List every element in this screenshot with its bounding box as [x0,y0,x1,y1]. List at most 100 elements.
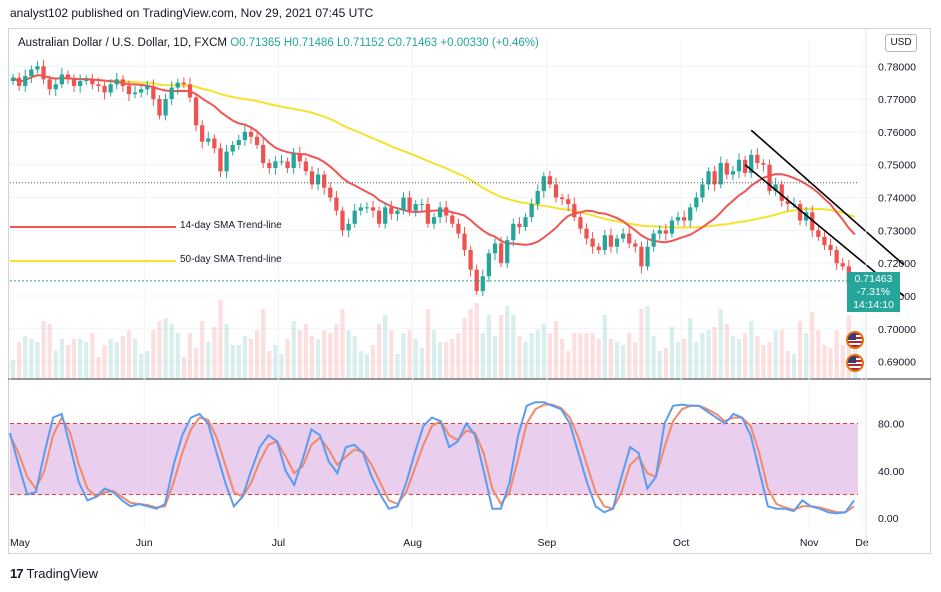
footer-brand-label: TradingView [26,566,99,581]
candle-body [810,212,815,231]
us-flag-icon[interactable] [846,331,864,349]
candle-body [187,84,193,98]
volume-bar [553,321,559,378]
volume-bar [419,348,424,378]
candle-body [828,245,833,251]
candle-body [132,92,138,95]
volume-bar [498,315,504,378]
volume-bar [596,339,601,378]
volume-bar [517,336,522,378]
candle-body [517,223,522,228]
candle-body [755,154,760,164]
volume-bar [108,339,113,378]
candle-body [633,243,638,247]
volume-bar [590,333,595,378]
candle-body [236,140,241,146]
candle-body [627,233,632,244]
candle-body [114,79,119,85]
candle-body [559,197,565,200]
volume-bar [480,333,485,378]
volume-bar [303,324,309,378]
volume-bar [572,333,577,378]
volume-bar [53,351,58,378]
volume-bar [315,339,321,378]
volume-bar [90,333,95,378]
candle-body [657,230,662,234]
candle-body [663,230,668,234]
candle-body [450,215,455,224]
candle-body [639,246,644,267]
candle-body [437,207,443,218]
tradingview-logo-icon: 17 [10,566,24,581]
stoch-d-line [9,403,855,514]
candle-body [413,204,418,211]
volume-bar [578,333,583,378]
volume-bar [254,330,260,378]
volume-bar [541,324,546,378]
volume-bar [566,351,571,378]
candle-body [285,161,290,168]
candle-body [804,212,809,221]
candle-body [261,145,266,164]
candle-body [474,269,479,292]
candle-body [102,85,107,93]
volume-bar [23,336,28,378]
candle-body [200,125,205,142]
volume-bar [230,345,235,378]
volume-bar [389,330,394,378]
stoch-tick-label: 40.00 [878,466,904,478]
legend-low: L0.71152 [336,37,385,49]
candle-body [169,87,174,100]
volume-bar [401,333,406,378]
candle-body [688,207,693,221]
volume-bar [797,321,803,378]
candle-body [578,217,583,229]
candle-body [431,217,437,224]
candle-body [47,79,52,90]
candle-body [645,246,650,267]
candle-body [834,250,839,264]
us-flag-icon[interactable] [846,354,864,372]
candle-body [651,233,656,247]
candle-body [456,223,461,234]
candle-body [462,233,467,251]
candle-body [273,161,278,168]
candle-body [602,235,607,251]
volume-bar [602,315,607,378]
stoch-tick-label: 80.00 [878,419,904,431]
candle-body [29,69,34,77]
candle-body [425,204,431,224]
candle-body [340,210,345,231]
bar-countdown: 14:14:10 [853,299,894,311]
volume-bar [309,336,315,378]
volume-bar [743,333,748,378]
volume-bar [322,330,327,378]
candle-body [395,210,400,214]
candle-body [694,197,699,208]
volume-bar [474,303,479,378]
candle-body [151,85,156,100]
volume-bar [804,333,809,378]
candle-body [773,184,778,191]
candle-body [736,159,742,172]
volume-bar [700,333,705,378]
volume-bar [730,336,736,378]
candle-body [468,250,473,270]
candle-body [822,236,827,246]
volume-bar [65,345,71,378]
volume-bar [17,342,22,378]
candle-body [358,207,363,211]
currency-button[interactable]: USD [885,34,917,52]
volume-bar [358,351,363,378]
volume-bar [718,309,723,378]
volume-bar [102,345,107,378]
candle-body [23,76,28,86]
candle-body [303,161,309,172]
candle-body [279,161,284,163]
volume-bar [383,315,388,378]
volume-bar [364,354,370,378]
candle-body [181,82,187,85]
candle-body [724,163,729,175]
candle-body [309,171,315,185]
